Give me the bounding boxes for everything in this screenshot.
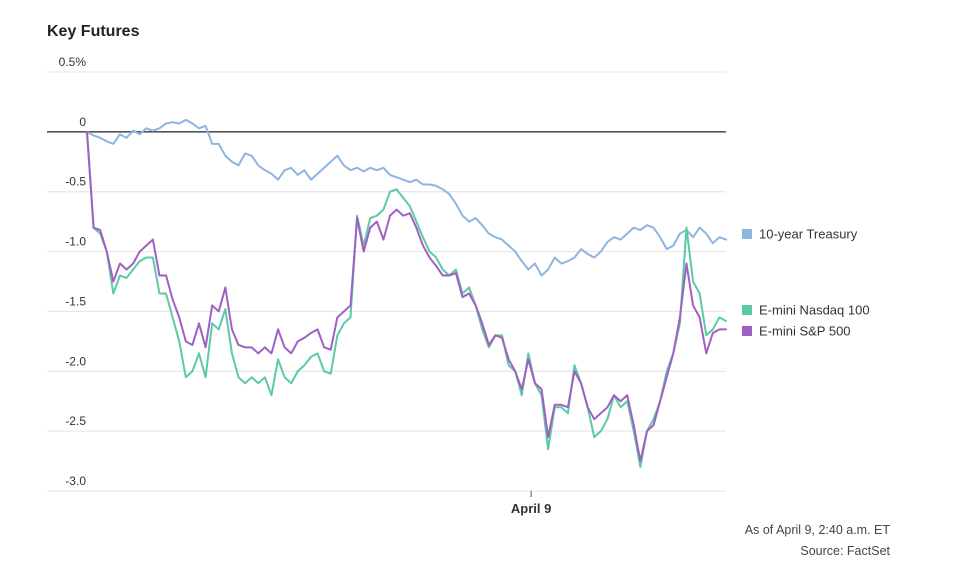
- y-tick-label: -0.5: [65, 175, 86, 189]
- y-tick-label: -2.5: [65, 414, 86, 428]
- y-tick-label: -2.0: [65, 354, 86, 368]
- series-line-nasdaq: [86, 130, 727, 469]
- chart-title: Key Futures: [47, 23, 140, 40]
- y-tick-label: -1.5: [65, 294, 86, 308]
- legend-label-treasury: 10-year Treasury: [759, 227, 858, 242]
- x-axis: April 9: [511, 491, 551, 516]
- y-tick-label: -1.0: [65, 235, 86, 249]
- legend: 10-year Treasury E-mini Nasdaq 100 E-mini …: [742, 227, 870, 339]
- series-line-treasury: [86, 118, 727, 277]
- y-tick-label: 0: [79, 115, 86, 129]
- legend-label-sp500: E-mini S&P 500: [759, 324, 851, 339]
- as-of-note: As of April 9, 2:40 a.m. ET: [745, 523, 891, 537]
- series-lines: [86, 118, 727, 469]
- legend-label-nasdaq: E-mini Nasdaq 100: [759, 303, 870, 318]
- y-tick-label: -3.0: [65, 474, 86, 488]
- source-note: Source: FactSet: [800, 544, 890, 558]
- legend-swatch-nasdaq: [742, 305, 752, 315]
- y-axis-ticks: 0.5% 0 -0.5 -1.0 -1.5 -2.0 -2.5 -3.0: [59, 55, 87, 488]
- legend-swatch-sp500: [742, 326, 752, 336]
- grid: [47, 71, 726, 492]
- x-tick-label: April 9: [511, 501, 551, 516]
- y-tick-label: 0.5%: [59, 55, 87, 69]
- legend-swatch-treasury: [742, 229, 752, 239]
- series-line-sp500: [86, 130, 727, 463]
